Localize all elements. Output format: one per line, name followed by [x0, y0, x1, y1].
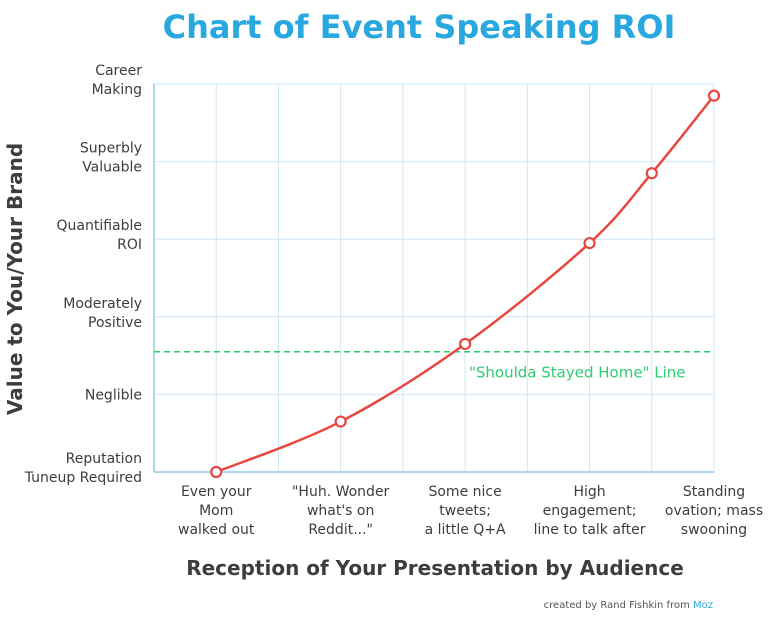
x-tick-label: High [573, 484, 605, 500]
x-tick-label: line to talk after [534, 522, 646, 538]
data-point [645, 167, 658, 180]
data-point [583, 236, 596, 250]
data-point [210, 465, 223, 479]
reference-line-group: "Shoulda Stayed Home" Line [154, 350, 714, 382]
y-tick-label: Valuable [82, 160, 142, 176]
y-tick-label: Superbly [80, 141, 142, 157]
x-tick-label: a little Q+A [425, 522, 506, 538]
reference-line-label: "Shoulda Stayed Home" Line [469, 364, 685, 382]
y-tick-label: ROI [117, 237, 142, 253]
credit: created by Rand Fishkin from Moz [544, 600, 713, 611]
x-tick-label: swooning [681, 522, 747, 538]
x-tick-label: what's on [307, 503, 374, 519]
x-tick-label: Even your [181, 484, 252, 500]
y-tick-label: Neglible [85, 387, 142, 403]
y-tick-label: Reputation [66, 451, 142, 467]
x-tick-label: Some nice [428, 484, 501, 500]
y-tick-label: Making [92, 82, 142, 98]
y-tick-label: Positive [88, 315, 142, 331]
data-point [707, 89, 721, 102]
x-tick-label: Standing [683, 484, 745, 500]
y-tick-label: Tuneup Required [24, 470, 142, 486]
data-point [459, 337, 472, 351]
grid [154, 83, 715, 472]
credit-brand[interactable]: Moz [693, 600, 713, 611]
credit-text: created by Rand Fishkin from [544, 600, 693, 611]
y-tick-labels: Reputation Tuneup Required Neglible Moderat… [24, 63, 143, 486]
x-tick-label: Mom [199, 503, 233, 519]
y-axis-title: Value to You/Your Brand [3, 143, 27, 415]
x-tick-label: "Huh. Wonder [292, 484, 390, 500]
x-tick-labels: Even your Mom walked out "Huh. Wonder what's… [178, 484, 763, 538]
x-tick-label: engagement; [543, 503, 637, 519]
x-tick-label: ovation; mass [665, 503, 763, 519]
x-axis-title: Reception of Your Presentation by Audien… [186, 556, 684, 580]
y-tick-label: Quantifiable [56, 218, 142, 234]
axes [153, 84, 714, 473]
x-tick-label: walked out [178, 522, 255, 538]
x-tick-label: Reddit..." [308, 522, 373, 538]
data-point [334, 415, 347, 428]
y-tick-label: Moderately [63, 296, 142, 312]
x-tick-label: tweets; [439, 503, 491, 519]
y-tick-label: Career [95, 63, 142, 79]
series-group [210, 89, 721, 479]
chart-title: Chart of Event Speaking ROI [163, 8, 676, 46]
